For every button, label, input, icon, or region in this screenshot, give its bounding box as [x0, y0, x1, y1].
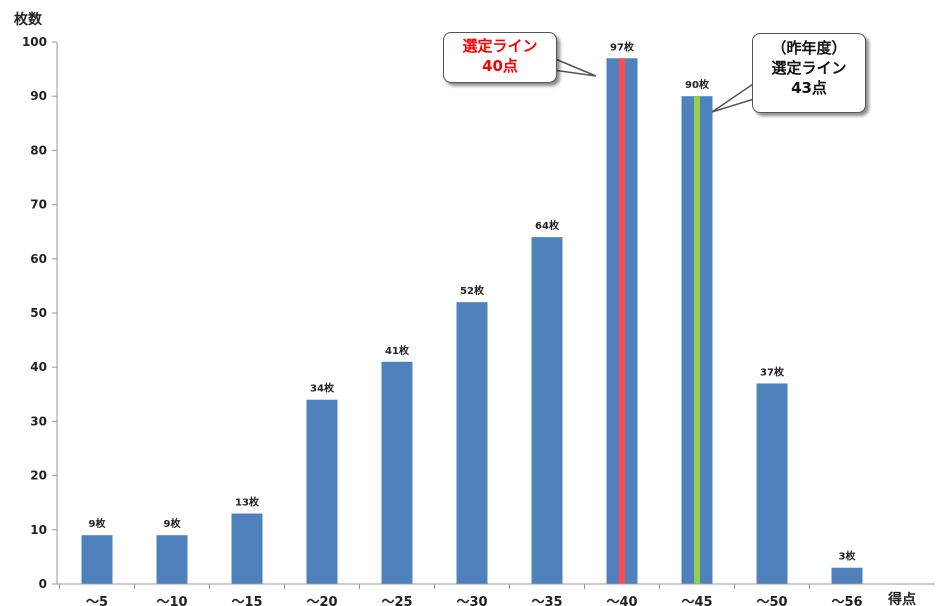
selection-line-marker	[694, 96, 700, 584]
y-axis-ticks: 0 10 20 30 40 50 60 70 80 90 100	[22, 35, 57, 591]
data-label: 37枚	[760, 365, 785, 378]
y-tick-label: 80	[30, 143, 47, 157]
x-tick-label: 〜25	[381, 595, 412, 606]
data-labels: 9枚 9枚 13枚 34枚 41枚 52枚 64枚 97枚 90枚 37枚 3枚	[89, 40, 857, 562]
bar	[831, 567, 863, 584]
callout-current-line-1: 選定ライン	[462, 37, 538, 55]
data-label: 9枚	[89, 517, 107, 530]
x-tick-label: 〜45	[681, 595, 712, 606]
callout-current-line-2: 40点	[482, 57, 518, 75]
callout-last-line-2: 選定ライン	[771, 59, 847, 77]
y-tick-label: 30	[30, 414, 47, 428]
x-tick-label: 〜10	[156, 595, 187, 606]
x-axis-title: 得点	[887, 591, 916, 606]
callout-last-line-1: （昨年度）	[771, 39, 847, 57]
bar	[231, 513, 263, 584]
bar	[531, 237, 563, 584]
callout-last-line-3: 43点	[791, 79, 827, 97]
y-tick-label: 50	[30, 306, 47, 320]
bar	[381, 361, 413, 584]
callout-last-year-selection-line: （昨年度） 選定ライン 43点	[752, 33, 866, 113]
y-axis-title: 枚数	[14, 11, 43, 28]
callout-current-selection-line: 選定ライン 40点	[443, 32, 557, 83]
data-label: 34枚	[310, 382, 335, 395]
bar	[156, 535, 188, 584]
data-label: 52枚	[460, 284, 485, 297]
data-label: 97枚	[610, 40, 635, 53]
x-tick-label: 〜50	[756, 595, 787, 606]
y-tick-label: 40	[30, 360, 47, 374]
x-tick-label: 〜40	[606, 595, 637, 606]
x-tick-label: 〜35	[531, 595, 562, 606]
x-tick-label: 〜20	[306, 595, 337, 606]
bar	[756, 383, 788, 584]
y-tick-label: 60	[30, 252, 47, 266]
y-tick-label: 90	[30, 89, 47, 103]
y-tick-label: 100	[22, 35, 47, 49]
bar	[306, 399, 338, 584]
bars-group	[81, 58, 863, 584]
y-tick-label: 20	[30, 469, 47, 483]
data-label: 41枚	[385, 344, 410, 357]
data-label: 9枚	[164, 517, 182, 530]
y-tick-label: 0	[39, 577, 47, 591]
data-label: 13枚	[235, 496, 260, 509]
x-axis-labels: 〜5 〜10 〜15 〜20 〜25 〜30 〜35 〜40 〜45 〜50 〜56	[59, 584, 863, 606]
bar	[81, 535, 113, 584]
data-label: 3枚	[839, 550, 857, 563]
y-tick-label: 70	[30, 198, 47, 212]
data-label: 64枚	[535, 219, 560, 232]
x-tick-label: 〜56	[831, 595, 862, 606]
bar	[456, 302, 488, 584]
x-tick-label: 〜30	[456, 595, 487, 606]
data-label: 90枚	[685, 78, 710, 91]
x-tick-label: 〜15	[231, 595, 262, 606]
y-tick-label: 10	[30, 523, 47, 537]
x-tick-label: 〜5	[86, 595, 108, 606]
callout-current-pointer	[552, 56, 597, 77]
selection-line-marker	[619, 58, 625, 584]
